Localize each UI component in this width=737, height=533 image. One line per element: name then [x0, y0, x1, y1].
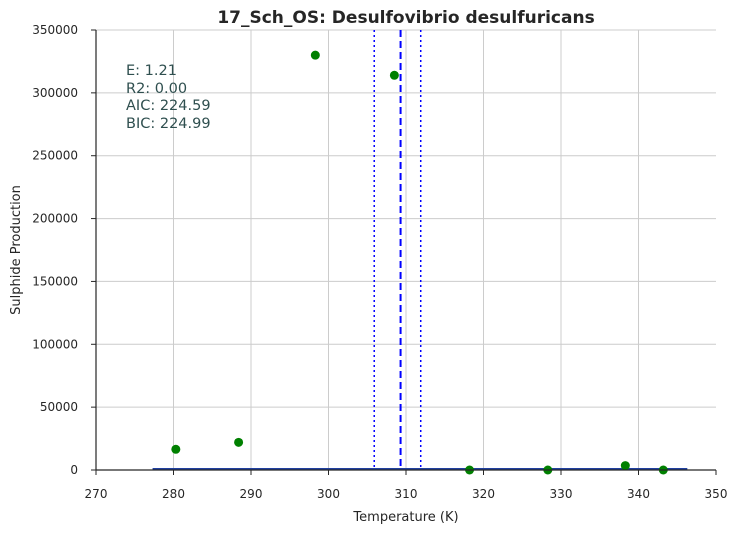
y-tick-label: 350000	[32, 23, 78, 37]
data-points	[171, 50, 668, 475]
y-tick-label: 250000	[32, 149, 78, 163]
tpk-lines	[373, 30, 422, 470]
stats-r2: R2: 0.00	[126, 81, 187, 97]
grid	[91, 29, 717, 475]
data-point	[310, 50, 320, 60]
y-tick-labels: 0 50000 100000 150000 200000 250000 300000 3500…	[32, 23, 78, 477]
stats-bic: BIC: 224.99	[126, 116, 211, 132]
x-tick-label: 350	[705, 487, 728, 501]
y-tick-label: 150000	[32, 274, 78, 288]
y-tick-label: 50000	[40, 400, 78, 414]
x-tick-label: 320	[472, 487, 495, 501]
stats-aic: AIC: 224.59	[126, 98, 211, 114]
x-axis-label: Temperature (K)	[352, 510, 458, 525]
data-point	[620, 461, 630, 471]
y-tick-label: 200000	[32, 212, 78, 226]
data-point	[234, 437, 244, 447]
x-tick-label: 340	[627, 487, 650, 501]
x-tick-label: 310	[395, 487, 418, 501]
y-tick-label: 100000	[32, 337, 78, 351]
y-axis-label: Sulphide Production	[9, 185, 24, 315]
y-tick-label: 0	[70, 463, 78, 477]
data-point	[389, 70, 399, 80]
x-tick-label: 330	[550, 487, 573, 501]
stats-e: E: 1.21	[126, 63, 177, 79]
chart-title: 17_Sch_OS: Desulfovibrio desulfuricans	[217, 8, 594, 28]
axes	[95, 30, 716, 471]
data-point	[171, 444, 181, 454]
x-tick-label: 280	[162, 487, 185, 501]
x-tick-label: 270	[85, 487, 108, 501]
y-tick-label: 300000	[32, 86, 78, 100]
x-tick-label: 300	[317, 487, 340, 501]
x-tick-labels: 270 280 290 300 310 320 330 340 350	[85, 487, 728, 501]
x-tick-label: 290	[240, 487, 263, 501]
